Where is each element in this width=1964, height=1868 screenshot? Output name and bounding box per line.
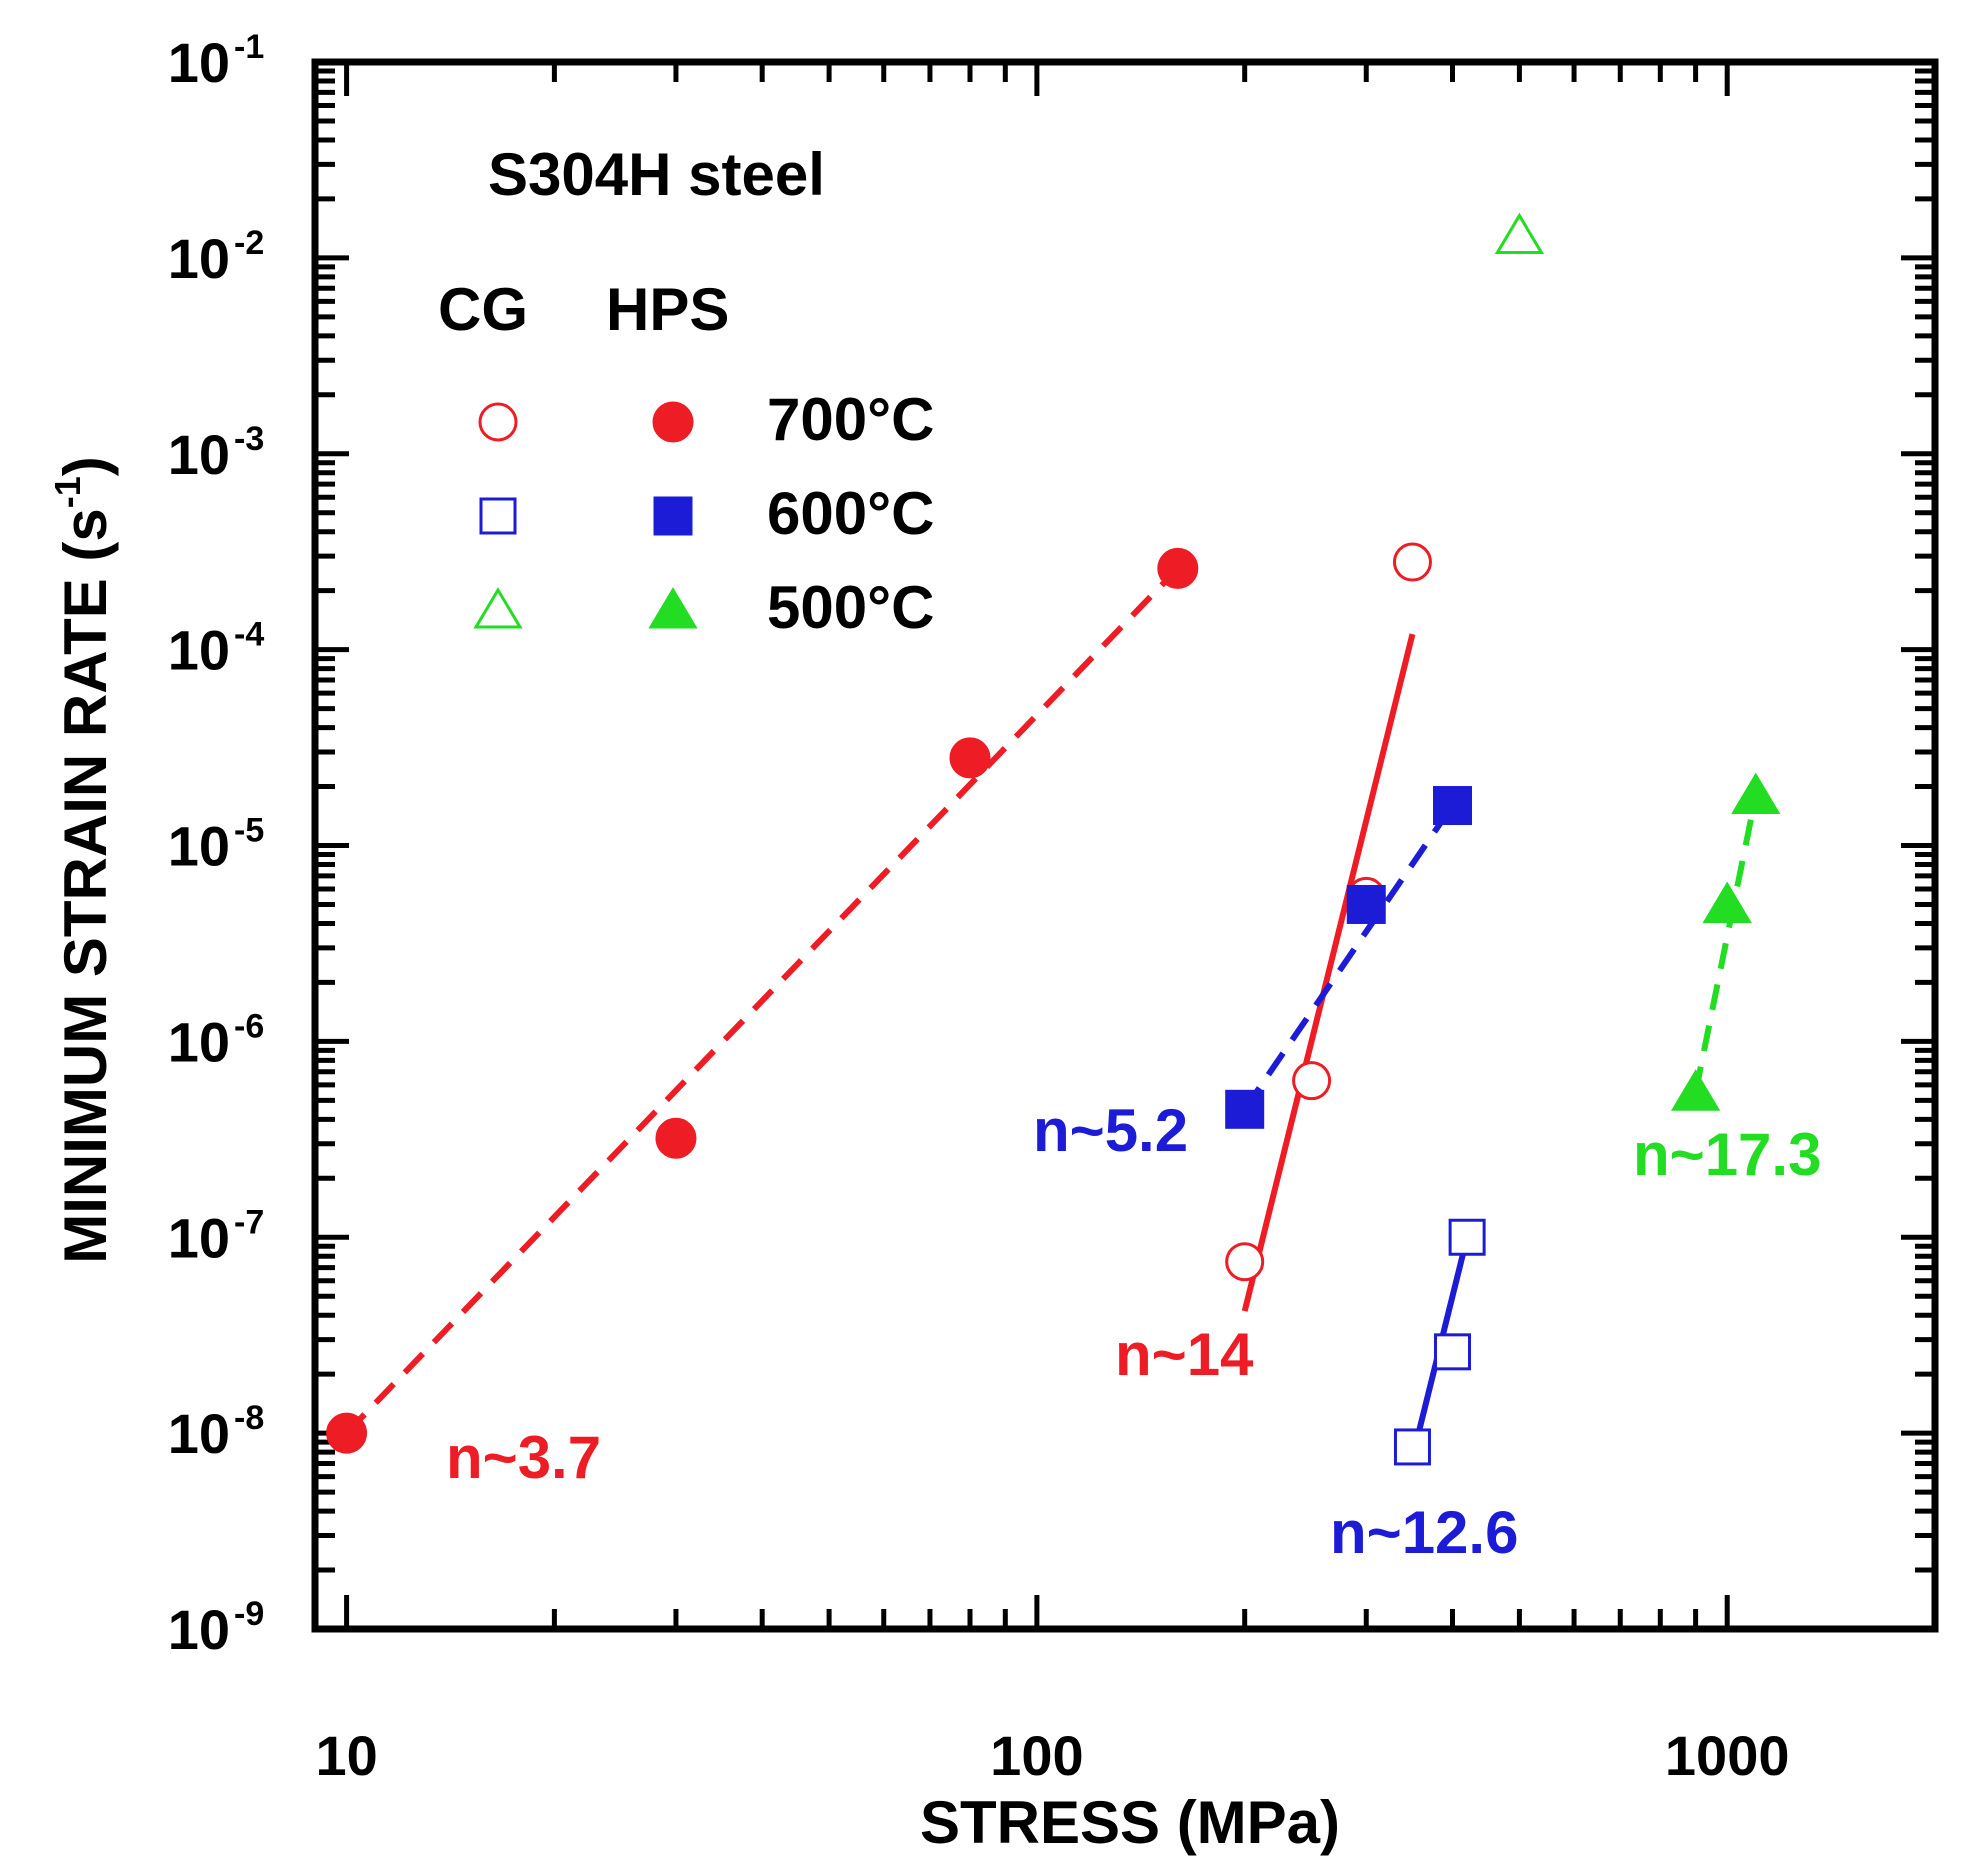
legend-header-cg: CG bbox=[438, 276, 528, 343]
legend-marker-hps-circle bbox=[652, 401, 694, 443]
legend-marker-hps-triangle bbox=[648, 587, 698, 629]
y-tick-exponent: -8 bbox=[234, 1399, 264, 1437]
x-tick-labels: 10 100 1000 bbox=[315, 1724, 1789, 1787]
data-point-circle bbox=[949, 737, 991, 779]
y-tick-label: 10 bbox=[168, 227, 230, 290]
data-point-triangle bbox=[1494, 212, 1545, 255]
legend-marker-cg-triangle bbox=[473, 587, 523, 629]
fit-line bbox=[344, 566, 1180, 1436]
x-tick-label: 10 bbox=[315, 1724, 377, 1787]
x-axis-title: STRESS (MPa) bbox=[920, 1789, 1340, 1856]
y-tick-exponent: -6 bbox=[234, 1007, 264, 1045]
x-tick-label: 1000 bbox=[1665, 1724, 1790, 1787]
data-point-circle bbox=[1292, 1061, 1332, 1101]
fit-line bbox=[1692, 794, 1759, 1093]
y-tick-label: 10 bbox=[168, 31, 230, 94]
y-tick-labels: 10-910-810-710-610-510-410-310-210-1 bbox=[168, 28, 265, 1661]
y-axis-title-sup: -1 bbox=[47, 476, 88, 508]
y-axis-title: MINIMUM STRAIN RATE (s-1) bbox=[47, 456, 119, 1264]
legend-label-700: 700°C bbox=[767, 386, 934, 453]
data-point-circle bbox=[655, 1117, 697, 1159]
legend-header-hps: HPS bbox=[606, 276, 729, 343]
y-tick-exponent: -9 bbox=[234, 1595, 264, 1633]
data-point-triangle bbox=[1702, 881, 1752, 923]
annotation-n-14: n~14 bbox=[1115, 1321, 1254, 1388]
data-point-circle bbox=[1392, 542, 1432, 582]
y-axis-title-end: ) bbox=[52, 456, 119, 476]
y-tick-exponent: -7 bbox=[234, 1203, 264, 1241]
legend-label-500: 500°C bbox=[767, 574, 934, 641]
fit-line bbox=[1242, 803, 1455, 1111]
data-point-circle bbox=[1225, 1242, 1265, 1282]
y-tick-exponent: -1 bbox=[234, 28, 264, 66]
y-tick-exponent: -3 bbox=[234, 420, 264, 458]
y-tick-label: 10 bbox=[168, 1402, 230, 1465]
legend-marker-hps-square bbox=[653, 496, 693, 536]
annotation-n-5-2: n~5.2 bbox=[1033, 1097, 1188, 1164]
fit-lines bbox=[344, 566, 1759, 1459]
y-axis-title-main: MINIMUM STRAIN RATE (s bbox=[52, 508, 119, 1264]
x-tick-label: 100 bbox=[990, 1724, 1083, 1787]
data-point-circle bbox=[1157, 547, 1199, 589]
legend-markers bbox=[473, 401, 698, 629]
fit-line bbox=[1241, 633, 1416, 1312]
data-point-square bbox=[1432, 786, 1472, 826]
data-point-square bbox=[1225, 1089, 1265, 1129]
y-tick-label: 10 bbox=[168, 1206, 230, 1269]
annotation-n-3-7: n~3.7 bbox=[446, 1424, 601, 1491]
data-point-square bbox=[1433, 1333, 1471, 1371]
legend-marker-cg-circle bbox=[478, 402, 518, 442]
plot-frame bbox=[311, 58, 1939, 1633]
data-point-triangle bbox=[1731, 772, 1781, 814]
chart-title: S304H steel bbox=[488, 141, 825, 208]
y-tick-label: 10 bbox=[168, 1010, 230, 1073]
annotation-n-12-6: n~12.6 bbox=[1330, 1499, 1518, 1566]
y-tick-label: 10 bbox=[168, 619, 230, 682]
data-points bbox=[326, 212, 1781, 1466]
legend-label-600: 600°C bbox=[767, 480, 934, 547]
legend: CG HPS 700°C 600°C 500°C bbox=[438, 276, 934, 641]
y-tick-label: 10 bbox=[168, 815, 230, 878]
data-point-square bbox=[1448, 1218, 1486, 1256]
data-point-circle bbox=[326, 1412, 368, 1454]
data-point-square bbox=[1346, 884, 1386, 924]
y-tick-label: 10 bbox=[168, 1598, 230, 1661]
data-point-triangle bbox=[1670, 1069, 1721, 1111]
legend-marker-cg-square bbox=[479, 497, 517, 535]
annotation-n-17-3: n~17.3 bbox=[1633, 1121, 1821, 1188]
y-tick-exponent: -2 bbox=[234, 224, 264, 262]
y-tick-exponent: -4 bbox=[234, 616, 264, 654]
y-tick-exponent: -5 bbox=[234, 812, 264, 850]
y-tick-label: 10 bbox=[168, 423, 230, 486]
data-point-square bbox=[1393, 1428, 1431, 1466]
